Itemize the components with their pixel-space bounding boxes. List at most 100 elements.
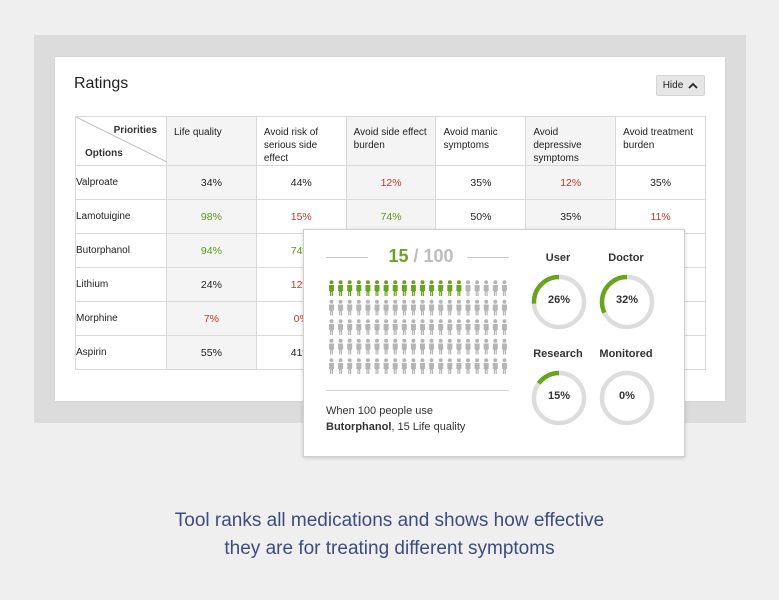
person-icon (356, 299, 362, 316)
person-icon (365, 358, 371, 374)
gauge-value-doctor: 32% (615, 294, 639, 306)
score-divider-left (326, 257, 368, 258)
person-icon (474, 358, 480, 374)
column-header: Avoid side effect burden (345, 116, 437, 166)
gauge-arc (531, 274, 587, 330)
person-icon (338, 338, 344, 355)
tagline: Tool ranks all medications and shows how… (0, 507, 779, 563)
person-icon (374, 299, 380, 316)
gauge-research: 15% (530, 369, 588, 427)
person-icon (392, 280, 398, 296)
person-icon (501, 299, 507, 316)
person-icon (447, 358, 453, 374)
person-icon (483, 299, 489, 316)
score-number: 15 (388, 246, 409, 266)
rating-cell[interactable]: 24% (166, 267, 257, 302)
rating-cell[interactable]: 55% (166, 335, 257, 370)
corner-diagonal (76, 117, 167, 162)
person-icon (438, 319, 444, 335)
tagline-line-1: Tool ranks all medications and shows how… (174, 510, 605, 531)
person-icon (374, 358, 380, 374)
gauge-value-monitored: 0% (619, 390, 635, 402)
rating-cell[interactable]: 12% (525, 165, 617, 200)
person-icon (465, 280, 471, 296)
person-icon (347, 280, 353, 296)
person-icon (401, 319, 407, 335)
person-icon (420, 319, 425, 335)
person-icon (392, 358, 398, 374)
caption-line-1: When 100 people use (326, 405, 434, 417)
person-icon (329, 299, 334, 316)
person-icon (338, 358, 344, 374)
person-icon (438, 280, 444, 296)
person-icon (492, 299, 498, 316)
option-name: Valproate (75, 165, 167, 200)
score-total: / 100 (413, 246, 454, 266)
table-header-row: Priorities Options Life quality Avoid ri… (75, 116, 706, 166)
person-icon (329, 319, 334, 335)
rating-cell[interactable]: 7% (166, 301, 257, 336)
person-icon (374, 338, 380, 355)
person-icon (456, 338, 462, 355)
person-icon (474, 338, 480, 355)
rating-cell[interactable]: 94% (166, 233, 257, 268)
person-icon (438, 299, 444, 316)
rating-cell[interactable]: 44% (255, 165, 347, 200)
person-icon (347, 358, 353, 374)
person-icon (483, 280, 489, 296)
person-icon (465, 319, 471, 335)
option-name: Butorphanol (75, 233, 167, 268)
hide-button[interactable]: Hide (656, 75, 705, 96)
person-icon (365, 299, 371, 316)
person-icon (429, 319, 435, 335)
table-row[interactable]: Valproate 34% 44% 12% 35% 12% 35% (75, 165, 706, 200)
option-name: Lithium (75, 267, 167, 302)
corner-options-label: Options (85, 148, 123, 159)
card-title: Ratings (74, 75, 129, 92)
caption-divider (326, 390, 509, 391)
person-icon (429, 280, 435, 296)
caption-line-2: Butorphanol, 15 Life quality (326, 421, 465, 433)
rating-cell[interactable]: 35% (525, 199, 617, 234)
gauge-monitored: 0% (598, 369, 656, 427)
gauge-label-monitored: Monitored (599, 348, 653, 360)
rating-cell[interactable]: 35% (615, 165, 706, 200)
rating-cell[interactable]: 50% (435, 199, 527, 234)
rating-cell[interactable]: 12% (345, 165, 437, 200)
column-header: Avoid manic symptoms (435, 116, 527, 166)
gauge-value-user: 26% (547, 294, 571, 306)
gauge-doctor: 32% (598, 273, 656, 331)
gauge-ring (599, 274, 655, 330)
gauge-track (599, 370, 655, 426)
person-icon (501, 319, 507, 335)
person-icon (347, 299, 353, 316)
gauge-ring (599, 370, 655, 426)
person-icon (474, 319, 480, 335)
person-icon (338, 319, 344, 335)
person-icon (447, 338, 453, 355)
option-name: Lamotuigine (75, 199, 167, 234)
person-icon (456, 299, 462, 316)
person-icon (347, 319, 353, 335)
person-icon (420, 358, 425, 374)
rating-cell[interactable]: 74% (345, 199, 437, 234)
person-icon (474, 299, 480, 316)
person-icon (383, 358, 389, 374)
rating-cell[interactable]: 34% (166, 165, 257, 200)
score-divider-right (467, 257, 509, 258)
person-icon (410, 299, 416, 316)
person-icon (420, 280, 425, 296)
person-icon (383, 338, 389, 355)
person-icon (356, 338, 362, 355)
column-header: Avoid treatment burden (615, 116, 706, 166)
person-icon (483, 338, 489, 355)
person-icon (383, 280, 389, 296)
person-icon (438, 358, 444, 374)
rating-cell[interactable]: 98% (166, 199, 257, 234)
person-icon (456, 280, 462, 296)
person-icon (401, 299, 407, 316)
person-icon (447, 299, 453, 316)
table-row[interactable]: Lamotuigine 98% 15% 74% 50% 35% 11% (75, 199, 706, 234)
rating-cell[interactable]: 35% (435, 165, 527, 200)
person-icon (374, 280, 380, 296)
